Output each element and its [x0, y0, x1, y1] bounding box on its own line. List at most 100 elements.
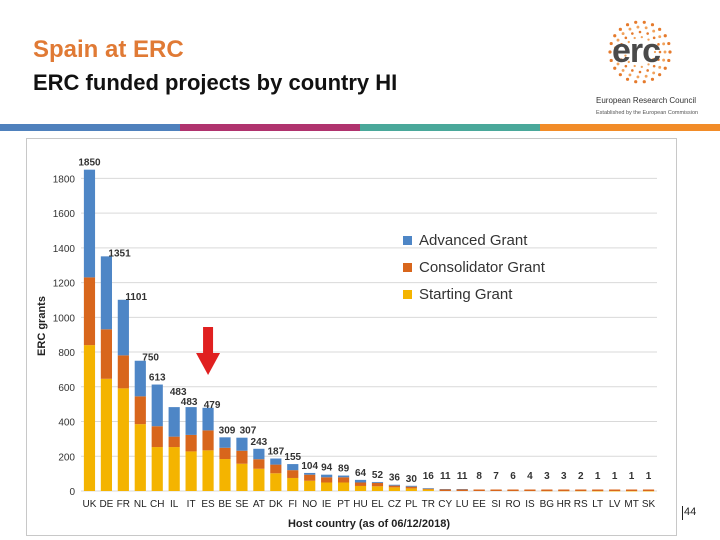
logo-dot: [640, 65, 643, 69]
data-label: 36: [389, 473, 401, 484]
data-label: 243: [251, 437, 268, 448]
x-tick-label: MT: [624, 499, 638, 510]
x-tick-label: LT: [592, 499, 603, 510]
logo-dot: [638, 30, 642, 34]
logo-dot: [624, 54, 627, 57]
bar-segment: [304, 472, 316, 475]
x-tick-label: BE: [218, 499, 232, 510]
bar-segment: [642, 490, 655, 492]
logo-dot: [634, 80, 638, 84]
bar-segment: [371, 481, 384, 483]
bar-segment: [439, 489, 451, 491]
logo-dot: [621, 68, 625, 72]
stacked-bar-chart: 0 200 400 600 800 1000 1200 1400 1600 1800 ERC gra…: [36, 158, 657, 530]
bar-segment: [371, 486, 384, 491]
bar-segment: [185, 451, 197, 491]
logo-dot: [647, 38, 650, 41]
data-label: 11: [440, 471, 451, 482]
x-tick-label: IL: [170, 499, 179, 510]
data-label: 1850: [78, 158, 101, 169]
logo-dot: [652, 64, 656, 68]
y-tick-label: 1000: [53, 313, 76, 324]
bar-segment: [507, 489, 519, 491]
bar-segment: [83, 169, 96, 278]
bar-segment: [405, 485, 417, 487]
bar-segment: [337, 477, 350, 483]
data-label: 6: [510, 471, 516, 482]
bar-segment: [354, 485, 367, 491]
bar-segment: [405, 488, 417, 491]
logo-dot: [636, 75, 640, 79]
legend-swatch: [403, 236, 412, 245]
logo-dot: [663, 66, 667, 70]
data-label: 307: [240, 426, 257, 437]
bar-segment: [422, 488, 434, 490]
bar-segment: [202, 450, 214, 491]
red-arrow-icon: [196, 327, 221, 375]
bar-segment: [134, 396, 146, 425]
bar-segment: [456, 489, 468, 490]
logo-dot: [631, 32, 634, 35]
logo-dot: [663, 50, 667, 54]
logo-dot: [667, 41, 671, 46]
x-tick-label: CH: [150, 499, 164, 510]
logo-dot: [658, 27, 662, 31]
logo-dot: [640, 35, 643, 39]
bar-segment: [202, 407, 214, 431]
logo-dot: [644, 74, 648, 78]
data-label: 3: [544, 471, 550, 482]
logo-dot: [628, 73, 632, 77]
logo-dot: [620, 43, 623, 46]
bar-segment: [304, 474, 316, 481]
data-label: 1: [629, 471, 635, 482]
data-label: 483: [181, 397, 198, 408]
logo-dot: [646, 69, 649, 72]
logo-dot: [616, 38, 620, 42]
x-tick-label: IE: [322, 499, 332, 510]
data-label: 11: [457, 471, 468, 482]
bar-segment: [388, 485, 401, 488]
y-tick-label: 0: [69, 487, 75, 498]
bar-segment: [337, 475, 350, 478]
bar-segment: [575, 489, 587, 491]
y-tick-label: 600: [58, 383, 75, 394]
bar-segment: [219, 437, 231, 448]
y-tick-label: 1200: [53, 279, 76, 290]
legend-swatch: [403, 263, 412, 272]
bar-segment: [202, 430, 214, 451]
bar-segment: [100, 329, 113, 379]
logo-dot: [650, 77, 655, 81]
data-label: 7: [493, 471, 499, 482]
header-stripe-magenta: [180, 124, 360, 131]
x-tick-label: HR: [557, 499, 571, 510]
bar-segment: [168, 436, 180, 448]
bar-segment: [185, 434, 197, 452]
page-number: 44: [684, 506, 697, 518]
logo-dot: [668, 50, 672, 54]
data-label: 1101: [125, 292, 147, 303]
logo-dot: [628, 27, 632, 31]
page-number-divider: [682, 506, 683, 520]
x-tick-label: RO: [506, 499, 521, 510]
x-tick-label: UK: [83, 499, 97, 510]
bar-segment: [168, 407, 180, 437]
data-label: 750: [142, 353, 159, 364]
logo-dot: [644, 26, 648, 30]
legend-swatch: [403, 290, 412, 299]
bar-segment: [287, 470, 299, 478]
bar-segment: [287, 464, 299, 471]
bar-segment: [83, 277, 96, 346]
bar-segment: [100, 378, 113, 491]
chart-frame: 0 200 400 600 800 1000 1200 1400 1600 1800 ERC gra…: [26, 138, 677, 536]
logo-dot: [613, 46, 617, 50]
logo-dot: [657, 58, 660, 61]
bar-segment: [168, 447, 180, 491]
bar-segment: [321, 477, 333, 483]
data-label: 3: [561, 471, 567, 482]
logo-dot: [609, 41, 613, 46]
y-tick-label: 800: [58, 348, 75, 359]
bar-segment: [558, 489, 570, 491]
data-label: 1: [595, 471, 601, 482]
x-tick-label: NL: [134, 499, 147, 510]
logo-dot: [642, 80, 646, 84]
